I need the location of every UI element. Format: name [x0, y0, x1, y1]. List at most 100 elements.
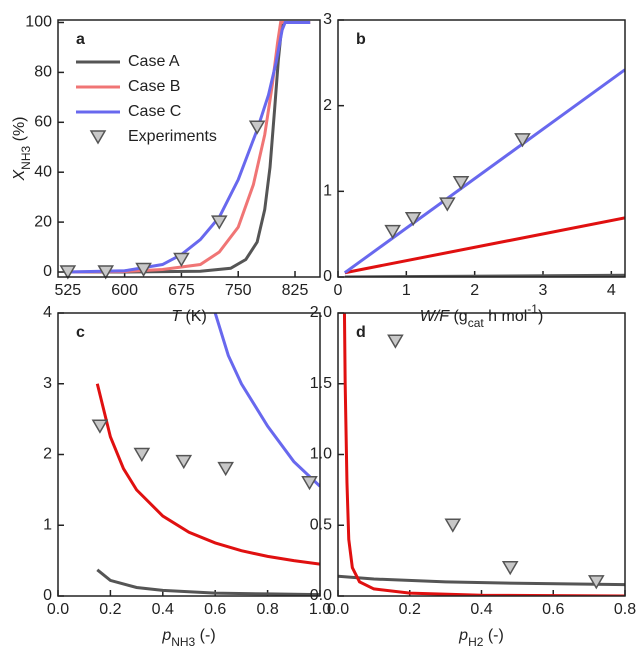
x-tick-label: 0.0: [327, 601, 349, 618]
x-tick-label: 0.2: [399, 601, 421, 618]
series-line: [213, 313, 320, 488]
axes-frame: [337, 19, 626, 278]
label-part: p: [161, 627, 171, 644]
x-tick-label: 3: [539, 282, 548, 299]
legend-label: Case A: [128, 53, 180, 70]
x-tick-label: 675: [168, 282, 195, 299]
plot-area: [95, 313, 320, 596]
y-tick-label: 0.5: [310, 516, 332, 533]
label-part: T: [171, 308, 182, 325]
legend-label: Experiments: [128, 128, 217, 145]
experiment-marker: [59, 265, 77, 280]
x-tick-label: 2: [470, 282, 479, 299]
experiment-marker: [248, 120, 266, 135]
x-tick-label: 0.8: [256, 601, 278, 618]
label-part: (K): [181, 308, 207, 325]
experiment-marker: [133, 447, 151, 462]
x-tick-label: 0.4: [470, 601, 492, 618]
x-tick-label: 0.0: [47, 601, 69, 618]
x-axis-label: W/F (gcat h mol-1): [420, 302, 544, 330]
y-axis-label: XNH3 (%): [11, 116, 33, 181]
label-part: H2: [468, 635, 484, 649]
x-tick-label: 0.8: [614, 601, 636, 618]
y-tick-label: 1: [323, 183, 332, 200]
x-tick-label: 0.6: [204, 601, 226, 618]
y-tick-label: 4: [43, 304, 52, 321]
experiment-marker: [135, 262, 152, 278]
panel-label: c: [76, 324, 85, 341]
label-part: h mol: [484, 308, 528, 325]
y-tick-label: 60: [34, 114, 52, 131]
panel-label: a: [76, 31, 85, 48]
legend-label: Case C: [128, 103, 181, 120]
series-line: [96, 568, 320, 596]
series-line: [338, 574, 625, 587]
experiment-marker: [444, 518, 462, 533]
label-part: (-): [195, 627, 215, 644]
x-tick-label: 0.4: [152, 601, 174, 618]
experiment-marker: [439, 197, 456, 212]
y-tick-label: 80: [34, 64, 52, 81]
label-part: ): [538, 308, 543, 325]
y-tick-label: 2.0: [310, 304, 332, 321]
plot-area: [67, 20, 311, 274]
y-tick-label: 1: [43, 516, 52, 533]
axes-frame: [57, 19, 321, 278]
panel-label: b: [356, 31, 366, 48]
label-part: (g: [449, 308, 468, 325]
x-tick-label: 4: [607, 282, 616, 299]
plot-area: [338, 313, 625, 596]
x-tick-label: 600: [111, 282, 138, 299]
experiment-marker: [387, 334, 404, 349]
experiment-marker: [173, 252, 190, 268]
experiment-marker: [514, 133, 531, 148]
experiment-marker: [91, 419, 109, 434]
x-axis-label: pNH3 (-): [161, 627, 215, 649]
x-tick-label: 825: [282, 282, 309, 299]
experiment-marker: [97, 265, 115, 280]
y-tick-label: 3: [43, 375, 52, 392]
label-part: X: [11, 169, 28, 182]
y-tick-label: 3: [323, 11, 332, 28]
experiment-marker: [452, 176, 470, 191]
label-part: cat: [468, 316, 485, 330]
y-tick-label: 0: [43, 263, 52, 280]
x-axis-label: T (K): [171, 308, 207, 325]
plot-area: [343, 68, 625, 277]
y-tick-label: 2: [43, 446, 52, 463]
y-tick-label: 20: [34, 213, 52, 230]
label-part: W/F: [420, 308, 451, 325]
series-line: [67, 20, 311, 274]
experiment-marker: [587, 575, 605, 590]
y-tick-label: 40: [34, 163, 52, 180]
x-tick-label: 0: [334, 282, 343, 299]
experiment-marker: [210, 215, 228, 230]
x-tick-label: 525: [54, 282, 81, 299]
y-tick-label: 100: [25, 14, 52, 31]
y-tick-label: 1.0: [310, 446, 332, 463]
experiment-marker: [217, 461, 234, 477]
label-part: NH3: [19, 146, 33, 170]
series-line: [343, 68, 625, 274]
legend-label: Case B: [128, 78, 180, 95]
panel-label: d: [356, 324, 366, 341]
y-tick-label: 0.0: [310, 587, 332, 604]
experiment-marker: [301, 476, 318, 491]
y-tick-label: 0: [43, 587, 52, 604]
series-line: [344, 216, 625, 275]
label-part: (%): [11, 116, 28, 145]
label-part: p: [458, 627, 468, 644]
label-part: NH3: [171, 635, 195, 649]
x-tick-label: 1.0: [309, 601, 331, 618]
series-line: [67, 20, 311, 274]
label-part: -1: [527, 302, 538, 316]
series-line: [67, 20, 311, 274]
x-tick-label: 750: [225, 282, 252, 299]
y-tick-label: 0: [323, 268, 332, 285]
axes-frame: [337, 312, 626, 597]
y-tick-label: 1.5: [310, 375, 332, 392]
y-tick-label: 2: [323, 97, 332, 114]
legend-marker: [89, 130, 107, 145]
